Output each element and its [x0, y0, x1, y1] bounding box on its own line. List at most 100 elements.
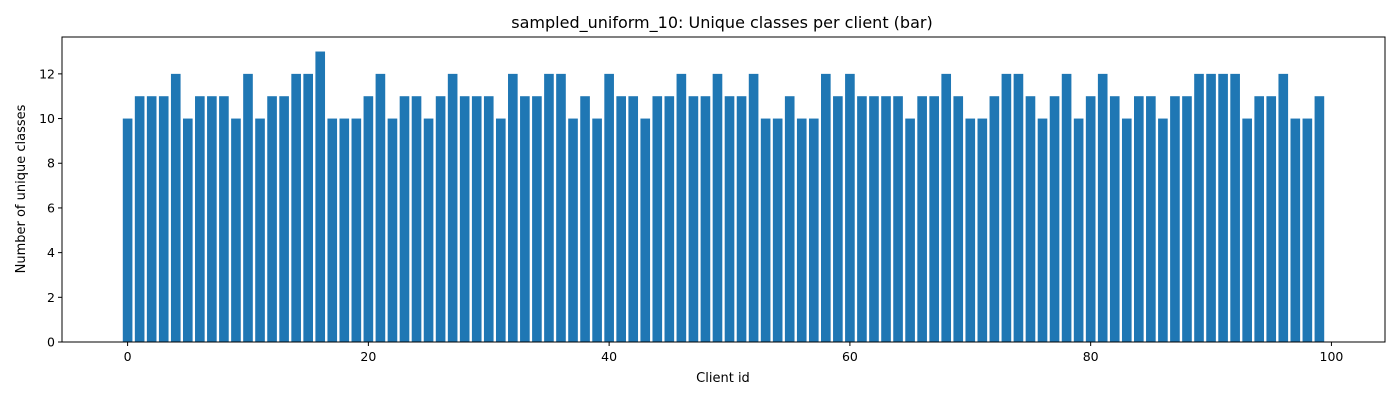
y-tick-label: 10 [39, 111, 55, 126]
bar-client-45 [664, 96, 675, 342]
bar-client-73 [1001, 73, 1012, 342]
x-axis-label: Client id [696, 371, 750, 386]
bar-client-29 [471, 96, 482, 342]
bar-client-61 [857, 96, 867, 342]
bar-client-75 [1025, 96, 1036, 342]
y-tick-label: 0 [47, 335, 55, 350]
bar-client-14 [291, 73, 301, 342]
bar-client-27 [447, 73, 458, 342]
bar-client-7 [207, 96, 217, 342]
bar-client-76 [1037, 118, 1048, 342]
bar-client-11 [255, 118, 265, 342]
bar-client-44 [652, 96, 663, 342]
bar-client-71 [977, 118, 988, 342]
plot-frame [61, 36, 1386, 343]
bar-client-24 [411, 96, 422, 342]
bar-client-31 [495, 118, 506, 342]
bar-client-66 [917, 96, 927, 342]
y-axis-ticks: 0 2 4 6 8 10 12 [39, 66, 62, 350]
bar-client-38 [580, 96, 590, 342]
x-tick-label: 0 [124, 349, 132, 364]
bar-client-21 [375, 73, 386, 342]
bar-client-26 [435, 96, 446, 342]
bar-client-82 [1109, 96, 1120, 342]
bar-client-48 [700, 96, 711, 342]
bar-client-59 [833, 96, 843, 342]
bar-client-46 [676, 73, 687, 342]
bar-client-85 [1146, 96, 1156, 342]
bar-client-91 [1218, 73, 1228, 342]
bar-client-49 [712, 73, 723, 342]
bar-client-15 [303, 73, 313, 342]
bar-client-67 [929, 96, 939, 342]
bar-client-87 [1170, 96, 1180, 342]
bar-client-16 [315, 51, 326, 343]
bar-client-94 [1254, 96, 1265, 342]
bar-client-17 [327, 118, 338, 342]
bar-client-84 [1134, 96, 1144, 342]
bar-client-41 [616, 96, 626, 342]
y-tick-label: 4 [47, 245, 55, 260]
bar-client-78 [1061, 73, 1072, 342]
bar-client-77 [1049, 96, 1060, 342]
bar-client-68 [941, 73, 952, 342]
bar-client-33 [520, 96, 530, 342]
bar-client-74 [1013, 73, 1024, 342]
bar-client-96 [1278, 73, 1289, 342]
bar-client-98 [1302, 118, 1313, 342]
bar-client-72 [989, 96, 1000, 342]
bar-client-4 [170, 73, 181, 342]
bar-client-70 [965, 118, 976, 342]
bar-client-99 [1314, 96, 1325, 342]
bar-client-89 [1194, 73, 1204, 342]
bar-client-60 [845, 73, 855, 342]
bar-client-25 [423, 118, 434, 342]
bar-client-58 [821, 73, 831, 342]
bar-client-95 [1266, 96, 1277, 342]
x-tick-label: 60 [842, 349, 858, 364]
bar-client-8 [219, 96, 229, 342]
x-tick-label: 100 [1320, 349, 1344, 364]
chart-title: sampled_uniform_10: Unique classes per c… [511, 13, 932, 33]
bar-client-9 [231, 118, 241, 342]
bar-client-20 [363, 96, 374, 342]
bar-client-23 [399, 96, 410, 342]
bar-client-83 [1121, 118, 1132, 342]
bar-client-36 [556, 73, 566, 342]
bar-client-35 [544, 73, 554, 342]
bar-client-43 [640, 118, 651, 342]
bar-client-0 [122, 118, 133, 342]
bar-client-90 [1206, 73, 1216, 342]
bar-client-50 [724, 96, 735, 342]
bar-client-5 [182, 118, 193, 342]
bar-client-55 [784, 96, 795, 342]
bar-client-12 [267, 96, 277, 342]
bar-client-40 [604, 73, 614, 342]
bar-client-28 [459, 96, 470, 342]
bar-client-92 [1230, 73, 1240, 342]
bar-client-19 [351, 118, 362, 342]
bar-client-32 [508, 73, 518, 342]
y-tick-label: 12 [39, 66, 55, 81]
bar-client-37 [568, 118, 578, 342]
bar-client-42 [628, 96, 639, 342]
bar-client-34 [532, 96, 542, 342]
bar-client-65 [905, 118, 915, 342]
y-axis-label: Number of unique classes [14, 104, 29, 273]
bar-client-6 [195, 96, 205, 342]
bar-client-62 [869, 96, 879, 342]
bar-client-51 [736, 96, 747, 342]
bars-group [122, 51, 1325, 343]
y-tick-label: 2 [47, 290, 55, 305]
bar-client-57 [808, 118, 819, 342]
bar-client-1 [134, 96, 145, 342]
bar-client-81 [1097, 73, 1108, 342]
bar-client-39 [592, 118, 602, 342]
x-tick-label: 20 [360, 349, 376, 364]
bar-client-63 [881, 96, 891, 342]
bar-client-10 [243, 73, 253, 342]
bar-client-64 [893, 96, 903, 342]
x-tick-label: 80 [1083, 349, 1099, 364]
bar-client-97 [1290, 118, 1301, 342]
